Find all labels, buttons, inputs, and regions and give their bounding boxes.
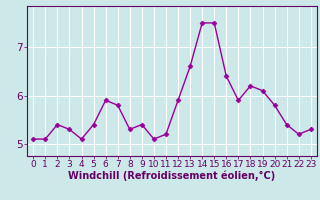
X-axis label: Windchill (Refroidissement éolien,°C): Windchill (Refroidissement éolien,°C) (68, 171, 276, 181)
